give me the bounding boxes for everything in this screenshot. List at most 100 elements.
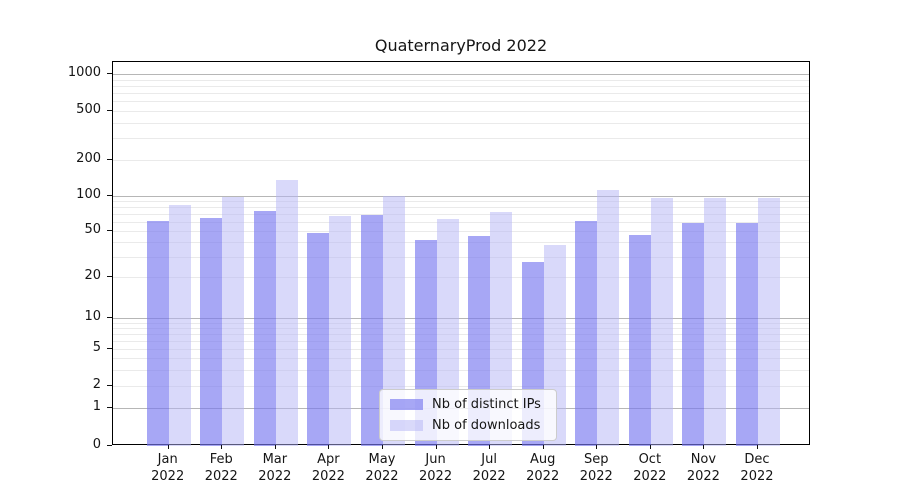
bar-downloads-may	[382, 195, 405, 446]
x-tick-label-month: Jun	[425, 452, 446, 467]
gridline-minor	[113, 386, 809, 387]
x-tick-label-month: Aug	[529, 452, 556, 467]
y-tick-label: 5	[92, 340, 101, 355]
y-tick-label: 50	[84, 222, 101, 237]
gridline-minor	[113, 322, 809, 324]
y-tick-mark	[107, 348, 112, 349]
bar-distinct-ips-dec	[735, 222, 758, 446]
bar-downloads-sep	[597, 190, 620, 446]
x-tick-label: Jun 2022	[419, 451, 452, 485]
x-tick-label-year: 2022	[579, 469, 613, 484]
x-tick-mark	[167, 445, 169, 449]
bar-downloads-mar	[275, 179, 298, 446]
y-tick-label: 500	[76, 102, 101, 117]
bar-distinct-ips-apr	[307, 233, 330, 446]
legend-label-downloads: Nb of downloads	[432, 418, 541, 433]
x-tick-label-year: 2022	[419, 469, 453, 484]
bar-distinct-ips-jan	[146, 220, 169, 446]
x-tick-label-year: 2022	[686, 469, 720, 484]
gridline-minor	[113, 207, 809, 209]
x-tick-mark	[649, 445, 651, 449]
gridline-minor	[113, 340, 809, 342]
bar-distinct-ips-oct	[628, 235, 651, 446]
plot-area: Nb of distinct IPs Nb of downloads	[112, 61, 810, 446]
legend-label-distinct-ips: Nb of distinct IPs	[432, 397, 541, 412]
y-tick-mark	[107, 159, 112, 161]
x-tick-label-month: Jan	[157, 452, 178, 467]
y-tick-label: 100	[76, 186, 101, 202]
bar-downloads-oct	[650, 198, 673, 446]
gridline-minor	[113, 93, 809, 95]
y-tick-mark	[107, 385, 112, 386]
x-tick-mark	[596, 445, 598, 449]
bar-downloads-jan	[168, 205, 191, 446]
x-tick-label-year: 2022	[311, 469, 345, 484]
chart-title: QuaternaryProd 2022	[374, 36, 548, 55]
x-tick-label-year: 2022	[740, 469, 774, 484]
x-tick-label: Mar 2022	[258, 451, 291, 485]
x-tick-label-month: Dec	[744, 452, 770, 467]
x-tick-mark	[274, 445, 276, 449]
gridline-minor	[113, 369, 809, 371]
gridline-minor	[113, 213, 809, 215]
y-tick-label: 1000	[67, 65, 101, 81]
gridline-minor	[113, 242, 809, 244]
x-tick-label-year: 2022	[258, 469, 292, 484]
gridline-minor	[113, 86, 809, 88]
legend-swatch-distinct-ips	[390, 399, 423, 410]
x-tick-label: Feb 2022	[205, 451, 238, 485]
bar-distinct-ips-nov	[682, 223, 705, 446]
x-tick-label-year: 2022	[151, 469, 185, 484]
x-tick-label: Sep 2022	[580, 451, 613, 485]
x-tick-label: Apr 2022	[312, 451, 345, 485]
gridline-minor	[113, 349, 809, 350]
gridline-major	[113, 318, 809, 319]
x-tick-mark	[328, 445, 330, 449]
y-tick-mark	[107, 73, 112, 75]
gridline-minor	[113, 221, 809, 223]
bar-downloads-jul	[490, 211, 513, 446]
bar-distinct-ips-feb	[200, 217, 223, 446]
y-tick-label: 0	[92, 437, 101, 452]
x-tick-label: Jul 2022	[473, 451, 506, 485]
bar-distinct-ips-mar	[253, 211, 276, 446]
gridline-minor	[113, 231, 809, 232]
x-tick-label-month: Sep	[583, 452, 609, 467]
y-tick-mark	[107, 317, 112, 318]
y-tick-label: 20	[84, 268, 101, 283]
gridline-minor	[113, 333, 809, 335]
gridline-minor	[113, 256, 809, 258]
gridline-major	[113, 195, 809, 197]
x-tick-label: May 2022	[365, 451, 398, 485]
y-tick-label: 10	[84, 309, 101, 324]
y-tick-label: 2	[92, 377, 101, 392]
x-tick-mark	[435, 445, 437, 449]
x-tick-label-month: May	[368, 452, 396, 467]
gridline-minor	[113, 111, 809, 112]
y-tick-mark	[107, 445, 112, 446]
x-tick-label-month: Mar	[262, 452, 288, 467]
bar-downloads-nov	[704, 198, 727, 446]
bar-downloads-feb	[222, 197, 245, 446]
x-tick-mark	[489, 445, 491, 449]
x-tick-label: Oct 2022	[633, 451, 666, 485]
x-tick-label: Nov 2022	[687, 451, 720, 485]
legend-swatch-downloads	[390, 420, 423, 431]
x-tick-label-month: Nov	[690, 452, 717, 467]
y-tick-label: 1	[92, 399, 101, 414]
x-tick-label-year: 2022	[633, 469, 667, 484]
gridline-minor	[113, 101, 809, 103]
legend: Nb of distinct IPs Nb of downloads	[379, 389, 557, 441]
y-tick-mark	[107, 276, 112, 277]
gridline-minor	[113, 277, 809, 278]
x-tick-label: Dec 2022	[740, 451, 773, 485]
y-tick-mark	[107, 110, 112, 111]
x-tick-label: Jan 2022	[151, 451, 184, 485]
bar-distinct-ips-sep	[575, 220, 598, 446]
x-tick-mark	[381, 445, 383, 449]
gridline-minor	[113, 160, 809, 162]
x-tick-mark	[542, 445, 544, 449]
x-tick-label-month: Feb	[209, 452, 233, 467]
x-tick-label-year: 2022	[365, 469, 399, 484]
x-tick-label-year: 2022	[472, 469, 506, 484]
